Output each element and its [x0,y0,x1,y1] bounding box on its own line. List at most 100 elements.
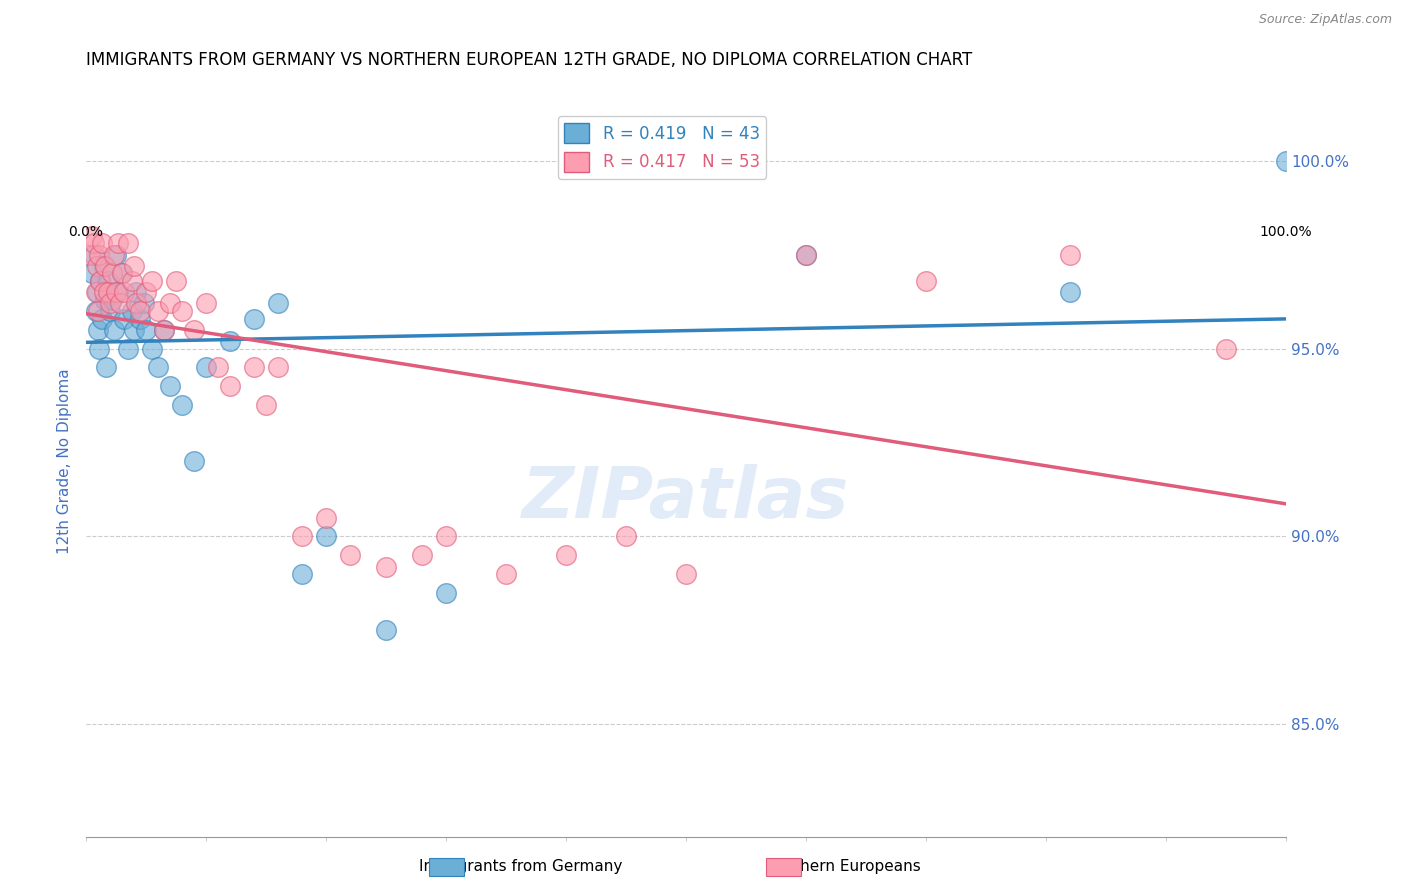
Point [159,296,181,310]
Point [98,304,121,318]
Point [1215,342,1237,356]
Text: Source: ZipAtlas.com: Source: ZipAtlas.com [1258,13,1392,27]
Point [107,236,129,251]
Text: 100.0%: 100.0% [1260,225,1312,238]
Point [132,296,155,310]
Point [434,586,457,600]
Point [159,379,181,393]
Point [375,624,398,638]
Point [90,236,112,251]
Point [129,304,152,318]
Point [219,379,242,393]
Point [108,296,131,310]
Point [121,274,143,288]
Point [141,274,163,288]
Point [315,510,337,524]
Point [89,274,111,288]
Point [101,293,124,307]
Point [89,342,111,356]
Point [207,360,229,375]
Point [125,296,148,310]
Point [153,323,176,337]
Point [80,267,103,281]
Point [170,398,193,412]
Point [101,267,124,281]
Text: Immigrants from Germany: Immigrants from Germany [419,859,621,874]
Point [80,228,103,243]
Point [105,247,128,261]
Point [84,304,107,318]
Point [125,285,148,300]
Point [495,567,517,582]
Point [195,360,218,375]
Point [93,285,115,300]
Point [97,285,120,300]
Point [915,274,938,288]
Point [291,529,314,543]
Point [1275,153,1298,168]
Point [675,567,697,582]
Y-axis label: 12th Grade, No Diploma: 12th Grade, No Diploma [58,368,72,554]
Text: IMMIGRANTS FROM GERMANY VS NORTHERN EUROPEAN 12TH GRADE, NO DIPLOMA CORRELATION : IMMIGRANTS FROM GERMANY VS NORTHERN EURO… [86,51,973,69]
Point [153,323,176,337]
Point [83,236,105,251]
Point [117,342,139,356]
Point [183,323,205,337]
Point [195,296,218,310]
Point [146,304,169,318]
Point [111,267,134,281]
Point [614,529,637,543]
Point [89,274,111,288]
Point [114,285,136,300]
Point [339,549,361,563]
Point [254,398,277,412]
Text: Northern Europeans: Northern Europeans [766,859,921,874]
Point [555,549,578,563]
Point [315,529,337,543]
Point [98,296,121,310]
Point [84,285,107,300]
Point [90,311,112,326]
Point [183,454,205,468]
Point [135,323,157,337]
Point [103,323,125,337]
Point [87,304,110,318]
Point [375,559,398,574]
Point [146,360,169,375]
Text: 0.0%: 0.0% [69,225,104,238]
Point [135,285,157,300]
Point [243,311,266,326]
Point [219,334,242,348]
Point [93,259,115,273]
Point [165,274,187,288]
Point [434,529,457,543]
Point [83,247,105,261]
Point [86,285,108,300]
Point [411,549,433,563]
Point [291,567,314,582]
Point [121,304,143,318]
Point [103,247,125,261]
Point [94,293,117,307]
Point [86,259,108,273]
Point [794,247,817,261]
Point [267,296,290,310]
Point [94,259,117,273]
Point [243,360,266,375]
Point [87,323,110,337]
Point [89,247,111,261]
Point [1059,285,1081,300]
Point [107,285,129,300]
Point [794,247,817,261]
Point [117,236,139,251]
Point [129,311,152,326]
Point [79,247,101,261]
Legend: R = 0.419   N = 43, R = 0.417   N = 53: R = 0.419 N = 43, R = 0.417 N = 53 [558,116,766,178]
Text: ZIPatlas: ZIPatlas [522,465,849,533]
Point [96,360,118,375]
Point [105,285,128,300]
Point [97,274,120,288]
Point [122,323,145,337]
Point [111,267,134,281]
Point [114,311,136,326]
